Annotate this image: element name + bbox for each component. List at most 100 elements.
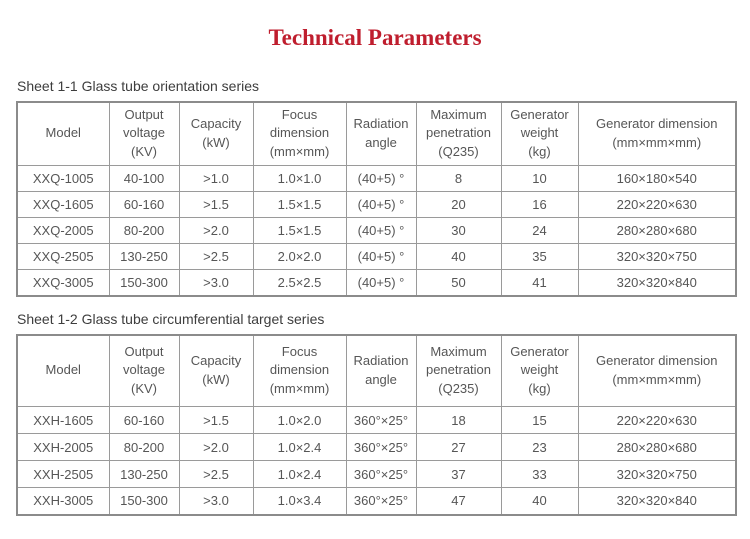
cell-model: XXQ-1605 xyxy=(16,191,110,219)
cell-radiation-angle: (40+5) ° xyxy=(345,243,417,271)
cell-model: XXH-3005 xyxy=(16,487,110,516)
cell-model: XXQ-3005 xyxy=(16,269,110,297)
cell-generator-dimension: 280×280×680 xyxy=(577,433,737,462)
cell-radiation-angle: (40+5) ° xyxy=(345,191,417,219)
header-maximum-penetration: Maximum penetration (Q235) xyxy=(415,334,502,408)
header-generator-dimension: Generator dimension (mm×mm×mm) xyxy=(577,334,737,408)
cell-model: XXH-1605 xyxy=(16,406,110,435)
cell-output-voltage: 60-160 xyxy=(108,191,180,219)
cell-model: XXQ-2005 xyxy=(16,217,110,245)
cell-output-voltage: 40-100 xyxy=(108,165,180,193)
cell-model: XXH-2005 xyxy=(16,433,110,462)
cell-generator-weight: 10 xyxy=(500,165,579,193)
cell-capacity: >1.5 xyxy=(178,191,254,219)
cell-radiation-angle: (40+5) ° xyxy=(345,269,417,297)
cell-generator-weight: 23 xyxy=(500,433,579,462)
header-generator-weight: Generator weight (kg) xyxy=(500,101,579,167)
cell-generator-dimension: 320×320×750 xyxy=(577,243,737,271)
cell-model: XXQ-1005 xyxy=(16,165,110,193)
cell-maximum-penetration: 40 xyxy=(415,243,502,271)
header-output-voltage: Output voltage (KV) xyxy=(108,101,180,167)
header-capacity: Capacity (kW) xyxy=(178,334,254,408)
page-title: Technical Parameters xyxy=(268,25,482,50)
table-row: XXH-3005 150-300 >3.0 1.0×3.4 360°×25° 4… xyxy=(16,487,737,516)
cell-capacity: >2.0 xyxy=(178,217,254,245)
cell-generator-dimension: 280×280×680 xyxy=(577,217,737,245)
cell-focus-dimension: 1.5×1.5 xyxy=(252,191,347,219)
cell-maximum-penetration: 8 xyxy=(415,165,502,193)
cell-generator-dimension: 220×220×630 xyxy=(577,191,737,219)
header-capacity: Capacity (kW) xyxy=(178,101,254,167)
cell-model: XXQ-2505 xyxy=(16,243,110,271)
cell-generator-weight: 16 xyxy=(500,191,579,219)
header-radiation-angle: Radiation angle xyxy=(345,334,417,408)
table-row: XXH-2505 130-250 >2.5 1.0×2.4 360°×25° 3… xyxy=(16,460,737,489)
cell-generator-dimension: 220×220×630 xyxy=(577,406,737,435)
header-output-voltage: Output voltage (KV) xyxy=(108,334,180,408)
header-generator-dimension: Generator dimension (mm×mm×mm) xyxy=(577,101,737,167)
cell-maximum-penetration: 37 xyxy=(415,460,502,489)
cell-generator-weight: 33 xyxy=(500,460,579,489)
cell-maximum-penetration: 47 xyxy=(415,487,502,516)
cell-capacity: >1.5 xyxy=(178,406,254,435)
cell-focus-dimension: 1.0×1.0 xyxy=(252,165,347,193)
cell-capacity: >3.0 xyxy=(178,269,254,297)
header-maximum-penetration: Maximum penetration (Q235) xyxy=(415,101,502,167)
cell-focus-dimension: 1.0×3.4 xyxy=(252,487,347,516)
cell-radiation-angle: 360°×25° xyxy=(345,487,417,516)
cell-maximum-penetration: 50 xyxy=(415,269,502,297)
cell-radiation-angle: 360°×25° xyxy=(345,433,417,462)
cell-output-voltage: 130-250 xyxy=(108,460,180,489)
cell-maximum-penetration: 30 xyxy=(415,217,502,245)
table-row: XXQ-2505 130-250 >2.5 2.0×2.0 (40+5) ° 4… xyxy=(16,243,737,271)
cell-radiation-angle: 360°×25° xyxy=(345,460,417,489)
table-row: XXQ-2005 80-200 >2.0 1.5×1.5 (40+5) ° 30… xyxy=(16,217,737,245)
table-row: XXH-1605 60-160 >1.5 1.0×2.0 360°×25° 18… xyxy=(16,406,737,435)
cell-focus-dimension: 1.5×1.5 xyxy=(252,217,347,245)
cell-focus-dimension: 2.5×2.5 xyxy=(252,269,347,297)
cell-output-voltage: 150-300 xyxy=(108,487,180,516)
header-model: Model xyxy=(16,334,110,408)
header-model: Model xyxy=(16,101,110,167)
table-row: XXQ-1605 60-160 >1.5 1.5×1.5 (40+5) ° 20… xyxy=(16,191,737,219)
table-row: XXH-2005 80-200 >2.0 1.0×2.4 360°×25° 27… xyxy=(16,433,737,462)
cell-maximum-penetration: 27 xyxy=(415,433,502,462)
cell-maximum-penetration: 18 xyxy=(415,406,502,435)
glass-tube-circumferential-table: Model Output voltage (KV) Capacity (kW) … xyxy=(16,333,737,516)
header-focus-dimension: Focus dimension (mm×mm) xyxy=(252,334,347,408)
cell-output-voltage: 80-200 xyxy=(108,433,180,462)
table-row: XXQ-3005 150-300 >3.0 2.5×2.5 (40+5) ° 5… xyxy=(16,269,737,297)
cell-capacity: >2.5 xyxy=(178,460,254,489)
cell-radiation-angle: (40+5) ° xyxy=(345,165,417,193)
cell-output-voltage: 60-160 xyxy=(108,406,180,435)
cell-generator-dimension: 160×180×540 xyxy=(577,165,737,193)
cell-generator-weight: 24 xyxy=(500,217,579,245)
header-generator-weight: Generator weight (kg) xyxy=(500,334,579,408)
cell-focus-dimension: 1.0×2.4 xyxy=(252,433,347,462)
glass-tube-orientation-table: Model Output voltage (KV) Capacity (kW) … xyxy=(16,100,737,297)
cell-generator-weight: 41 xyxy=(500,269,579,297)
cell-output-voltage: 150-300 xyxy=(108,269,180,297)
cell-generator-weight: 35 xyxy=(500,243,579,271)
cell-generator-weight: 40 xyxy=(500,487,579,516)
cell-capacity: >2.0 xyxy=(178,433,254,462)
table-header-row: Model Output voltage (KV) Capacity (kW) … xyxy=(16,101,737,167)
sheet-1-2-caption: Sheet 1-2 Glass tube circumferential tar… xyxy=(17,310,325,327)
cell-radiation-angle: 360°×25° xyxy=(345,406,417,435)
sheet-1-1-caption: Sheet 1-1 Glass tube orientation series xyxy=(17,77,260,94)
cell-capacity: >2.5 xyxy=(178,243,254,271)
cell-focus-dimension: 1.0×2.4 xyxy=(252,460,347,489)
cell-generator-dimension: 320×320×840 xyxy=(577,487,737,516)
cell-focus-dimension: 2.0×2.0 xyxy=(252,243,347,271)
header-radiation-angle: Radiation angle xyxy=(345,101,417,167)
cell-generator-dimension: 320×320×750 xyxy=(577,460,737,489)
cell-generator-dimension: 320×320×840 xyxy=(577,269,737,297)
header-focus-dimension: Focus dimension (mm×mm) xyxy=(252,101,347,167)
cell-output-voltage: 80-200 xyxy=(108,217,180,245)
cell-capacity: >3.0 xyxy=(178,487,254,516)
cell-output-voltage: 130-250 xyxy=(108,243,180,271)
cell-radiation-angle: (40+5) ° xyxy=(345,217,417,245)
cell-capacity: >1.0 xyxy=(178,165,254,193)
cell-generator-weight: 15 xyxy=(500,406,579,435)
